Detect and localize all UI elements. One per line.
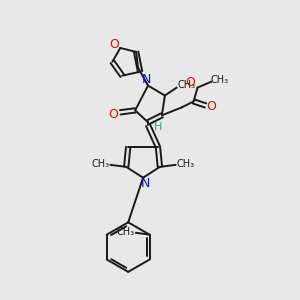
Text: O: O	[110, 38, 119, 52]
Text: O: O	[108, 108, 118, 121]
Text: O: O	[206, 100, 216, 113]
Text: N: N	[141, 73, 151, 86]
Text: N: N	[140, 177, 150, 190]
Text: CH₃: CH₃	[117, 227, 135, 237]
Text: CH₃: CH₃	[177, 159, 195, 169]
Text: O: O	[186, 76, 196, 89]
Text: CH₃: CH₃	[178, 80, 196, 90]
Text: H: H	[154, 122, 162, 132]
Text: CH₃: CH₃	[92, 159, 110, 169]
Text: CH₃: CH₃	[210, 75, 228, 85]
